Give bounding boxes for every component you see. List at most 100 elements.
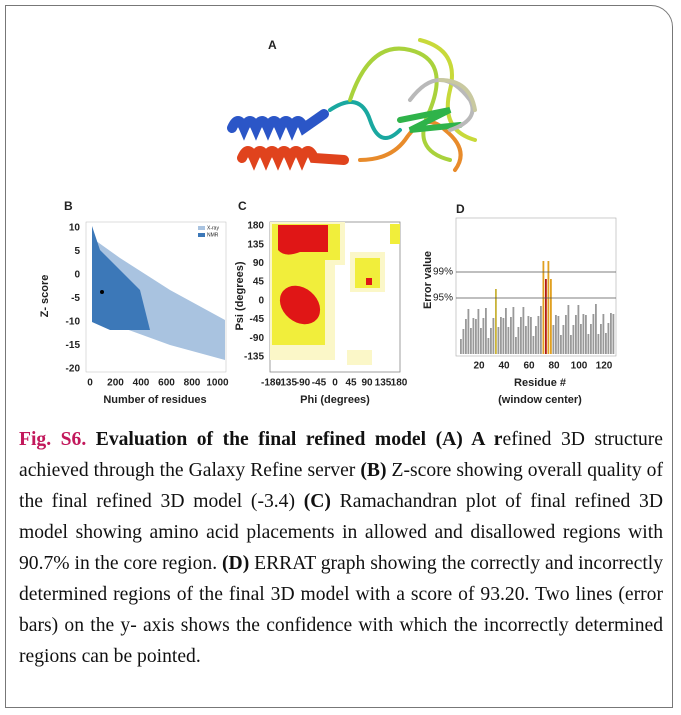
- x-tick-label: 1000: [206, 378, 229, 389]
- legend-swatch: [198, 233, 205, 237]
- x-tick-label: 40: [498, 361, 510, 372]
- bar: [573, 325, 575, 354]
- helix: [242, 151, 344, 160]
- bar: [515, 337, 517, 354]
- bar: [465, 319, 467, 354]
- y-tick-label: 135: [247, 239, 264, 250]
- bar: [548, 261, 550, 354]
- y-axis-label: Error value: [422, 251, 434, 309]
- y-tick-label: -135: [244, 352, 264, 363]
- x-tick-label: 800: [184, 378, 201, 389]
- y-tick-label: 10: [69, 223, 81, 234]
- bar: [558, 316, 560, 354]
- panel-label: B: [64, 199, 73, 213]
- bar: [470, 328, 472, 354]
- x-tick-label: 400: [133, 378, 150, 389]
- region-generous: [347, 350, 372, 365]
- y-tick-label: 90: [253, 258, 265, 269]
- bar: [523, 307, 525, 354]
- x-tick-label: 60: [523, 361, 535, 372]
- bar: [518, 327, 520, 354]
- loop: [330, 102, 400, 138]
- panel-label: A: [268, 38, 277, 52]
- bar: [485, 308, 487, 354]
- bar: [560, 335, 562, 354]
- y-tick-label: -5: [71, 293, 80, 304]
- y-axis-label: Psi (degrees): [234, 261, 246, 330]
- bar: [563, 325, 565, 354]
- helix: [232, 114, 324, 128]
- x-tick-label: 80: [548, 361, 560, 372]
- x-tick-label: 0: [87, 378, 93, 389]
- x-tick-label: 200: [107, 378, 124, 389]
- bar: [553, 325, 555, 354]
- bar: [503, 318, 505, 354]
- bar: [545, 279, 547, 354]
- y-tick-label: 0: [258, 295, 264, 306]
- bar: [535, 326, 537, 354]
- model-point: [100, 290, 104, 294]
- legend-label: X-ray: [207, 225, 219, 231]
- x-tick-label: -45: [312, 378, 327, 389]
- region-allowed: [390, 224, 400, 244]
- figure: A B X-ray NMR Z- score Number of residue…: [0, 0, 681, 420]
- bar: [508, 327, 510, 354]
- y-tick-label: -90: [250, 333, 265, 344]
- x-tick-label: -90: [296, 378, 311, 389]
- line-label: 95%: [433, 293, 453, 304]
- y-tick-label: -45: [250, 314, 265, 325]
- bar: [513, 307, 515, 354]
- bar: [540, 306, 542, 354]
- bar: [473, 318, 475, 354]
- bar: [505, 308, 507, 354]
- x-tick-label: 180: [391, 378, 408, 389]
- bar: [555, 315, 557, 354]
- x-axis-sublabel: (window center): [498, 394, 582, 406]
- bar: [530, 317, 532, 354]
- legend-label: NMR: [207, 232, 219, 238]
- bar: [500, 317, 502, 354]
- bar: [578, 305, 580, 354]
- bar: [585, 315, 587, 354]
- bar: [480, 328, 482, 354]
- bar: [495, 289, 497, 354]
- bar: [525, 326, 527, 354]
- y-tick-label: 45: [253, 277, 265, 288]
- panel-label: C: [238, 199, 247, 213]
- bar: [528, 316, 530, 354]
- bar: [510, 317, 512, 354]
- y-tick-label: -15: [66, 340, 81, 351]
- bar: [488, 338, 490, 354]
- line-label: 99%: [433, 267, 453, 278]
- bar: [580, 324, 582, 354]
- bar: [520, 317, 522, 354]
- bar: [590, 324, 592, 354]
- bar: [603, 314, 605, 354]
- bar: [475, 319, 477, 354]
- figure-label: Fig. S6.: [19, 429, 86, 450]
- bar: [538, 316, 540, 354]
- bar: [498, 327, 500, 354]
- x-axis-label: Residue #: [514, 377, 566, 389]
- bar: [550, 279, 552, 354]
- protein-structure: [232, 40, 475, 170]
- caption-text: Evaluation of the final refined model (A…: [86, 429, 502, 450]
- bar: [613, 314, 615, 354]
- caption-text: (C): [304, 491, 331, 512]
- panel-label: D: [456, 202, 465, 216]
- y-axis-label: Z- score: [39, 275, 51, 318]
- x-tick-label: 45: [345, 378, 357, 389]
- x-tick-label: 0: [332, 378, 338, 389]
- bar: [598, 334, 600, 354]
- bar: [533, 336, 535, 354]
- region-core: [278, 225, 328, 255]
- x-tick-label: 120: [596, 361, 613, 372]
- x-tick-label: -135: [277, 378, 297, 389]
- legend-swatch: [198, 226, 205, 230]
- caption-text: (D): [222, 553, 249, 574]
- x-tick-label: 135: [375, 378, 392, 389]
- bar: [570, 335, 572, 354]
- region-core: [366, 278, 372, 285]
- bar: [600, 324, 602, 354]
- y-tick-label: 180: [247, 221, 264, 232]
